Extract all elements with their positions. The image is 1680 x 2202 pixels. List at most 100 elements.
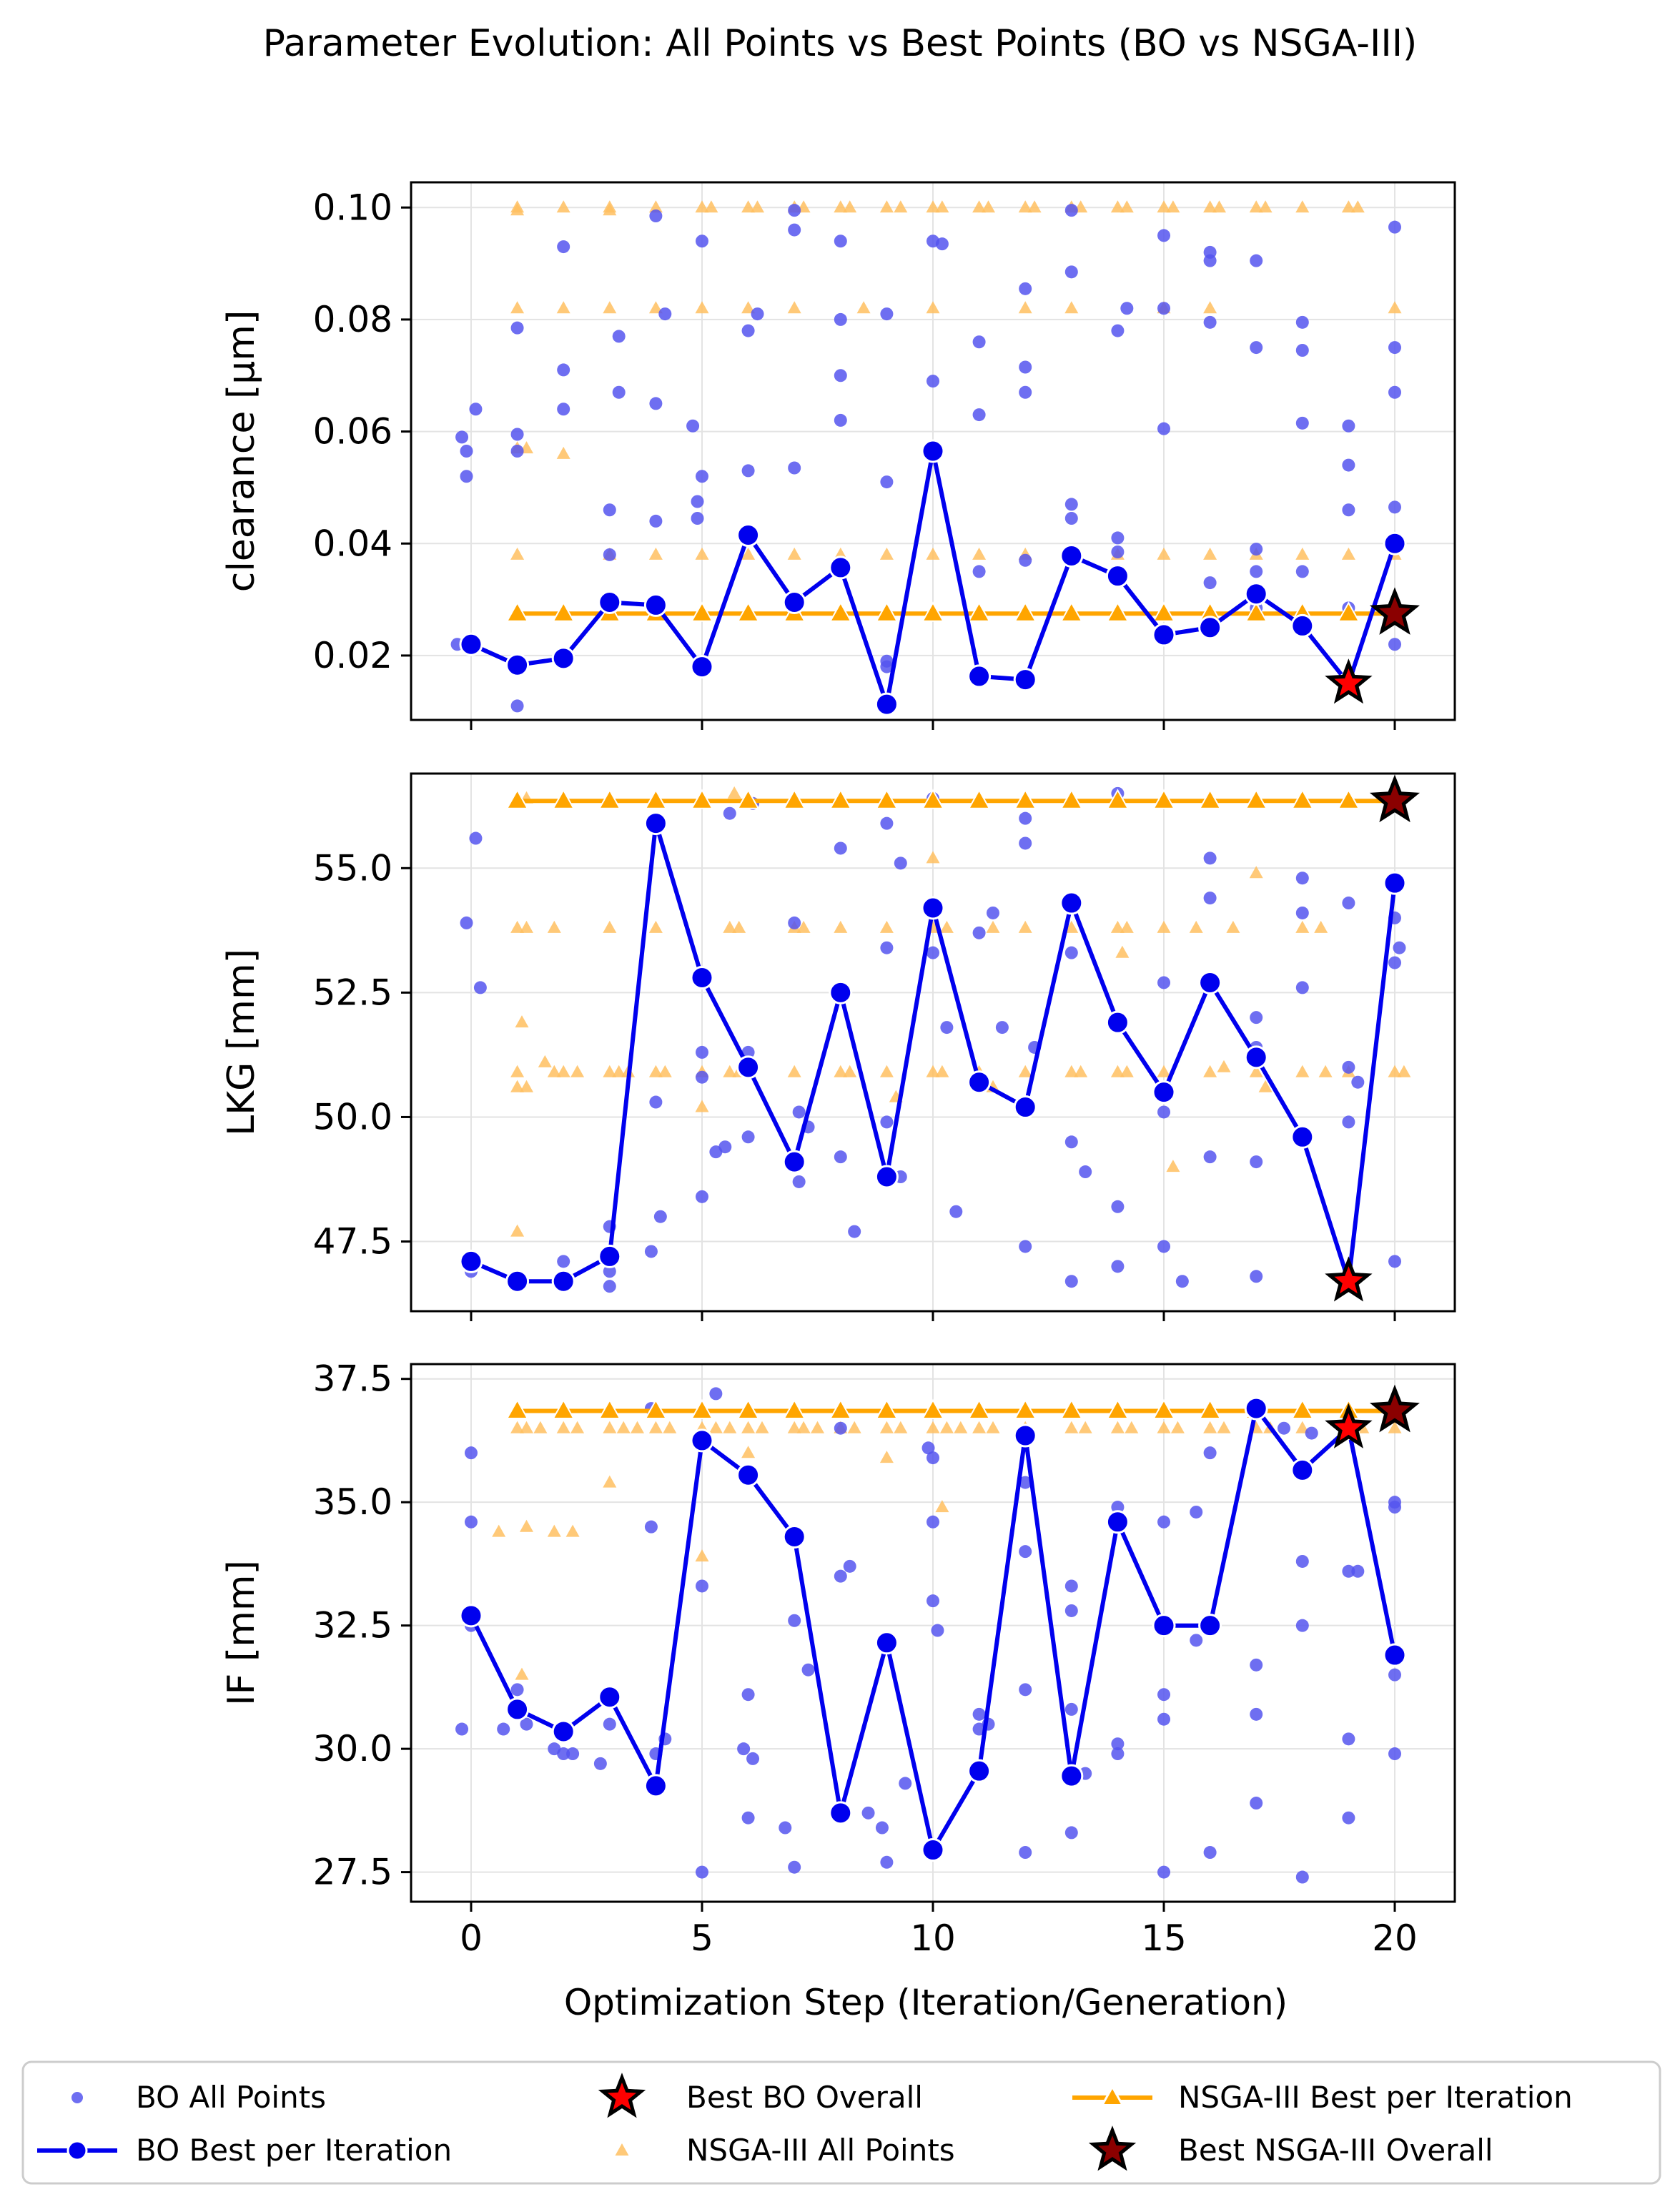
bo-best-marker — [1013, 668, 1037, 692]
nsga-point — [603, 1475, 617, 1488]
nsga-point — [1110, 1421, 1125, 1433]
bo-point — [792, 1175, 806, 1188]
bo-best-marker — [967, 1759, 992, 1783]
nsga-best-marker — [1290, 1398, 1314, 1419]
legend-item-best-nsga-overall: Best NSGA-III Overall — [1088, 2126, 1493, 2171]
bo-point — [464, 1515, 478, 1529]
bo-point — [557, 1255, 570, 1268]
bo-point — [1064, 1826, 1078, 1840]
bo-point — [792, 1105, 806, 1119]
nsga-point — [603, 301, 617, 314]
bo-best-marker — [598, 1244, 622, 1268]
bo-best-marker — [967, 664, 992, 688]
nsga-point — [510, 301, 525, 314]
bo-best-marker — [551, 1269, 575, 1293]
bo-point — [1203, 892, 1217, 905]
bo-point — [972, 926, 986, 939]
nsga-point — [1203, 1421, 1217, 1433]
bo-best-marker — [1290, 613, 1315, 638]
bo-point — [1342, 419, 1355, 433]
bo-point — [1388, 1255, 1402, 1268]
bo-point — [927, 946, 939, 959]
best-nsga-star — [1370, 1384, 1420, 1433]
nsga-point — [663, 1421, 677, 1433]
bo-best-marker — [598, 591, 622, 614]
bo-point — [1203, 1446, 1217, 1460]
bo-point — [899, 1777, 912, 1790]
legend-label-nsga-all-points: NSGA-III All Points — [686, 2133, 955, 2168]
bo-point — [1019, 553, 1032, 567]
y-axis-label: clearance [µm] — [220, 310, 263, 593]
nsga-point — [879, 547, 894, 560]
nsga-point — [926, 1421, 940, 1433]
bo-best-marker — [1244, 1045, 1268, 1070]
bo-point — [788, 461, 801, 475]
nsga-point — [1018, 920, 1032, 933]
nsga-point — [1388, 1421, 1402, 1433]
nsga-point — [1157, 920, 1171, 933]
bo-point — [880, 1115, 894, 1129]
nsga-point — [1120, 200, 1134, 213]
bo-point — [1250, 1707, 1263, 1721]
bo-best-marker — [782, 591, 806, 614]
nsga-point — [1397, 1065, 1411, 1077]
nsga-point — [556, 1065, 570, 1077]
nsga-best-marker — [690, 1398, 713, 1419]
bo-best-marker — [1013, 1423, 1037, 1448]
nsga-point — [787, 1421, 801, 1433]
bo-point — [779, 1821, 792, 1835]
bo-point — [834, 1150, 847, 1164]
bo-best-marker — [782, 1150, 806, 1174]
nsga-point — [1064, 1421, 1079, 1433]
bo-point — [834, 234, 847, 248]
bo-point — [1111, 1260, 1125, 1273]
nsga-point — [1249, 1065, 1263, 1077]
nsga-point — [926, 547, 940, 560]
nsga-best-marker — [1059, 601, 1083, 622]
bo-point — [1157, 229, 1171, 242]
nsga-point — [547, 920, 561, 933]
bo-point — [1111, 545, 1125, 558]
legend-marker-nsga-best — [1100, 2084, 1125, 2106]
nsga-point — [603, 203, 617, 216]
nsga-point — [570, 1065, 585, 1077]
nsga-point — [982, 200, 995, 213]
legend-frame — [21, 2060, 1661, 2185]
best-bo-star — [1325, 1403, 1373, 1448]
bo-point — [455, 1722, 469, 1736]
legend-label-nsga-best: NSGA-III Best per Iteration — [1178, 2080, 1573, 2115]
nsga-point — [1388, 301, 1402, 314]
nsga-best-marker — [1014, 1398, 1037, 1419]
bo-point — [1064, 1275, 1078, 1288]
bo-point — [1019, 836, 1032, 850]
bo-point — [1388, 1668, 1402, 1682]
bo-point — [695, 1865, 708, 1879]
bo-point — [695, 234, 708, 248]
nsga-point — [1295, 547, 1310, 560]
bo-point — [1019, 1846, 1032, 1860]
nsga-best-marker — [1152, 1398, 1176, 1419]
nsga-point — [856, 301, 871, 314]
nsga-point — [926, 200, 940, 213]
bo-point — [1388, 1747, 1402, 1761]
y-tick-label: 0.06 — [313, 411, 392, 453]
bo-point — [1064, 1604, 1078, 1617]
nsga-point — [1018, 1065, 1032, 1077]
nsga-point — [1217, 1060, 1231, 1072]
bo-best-marker — [1244, 582, 1268, 606]
bo-point — [709, 1387, 723, 1401]
nsga-best-marker — [967, 789, 991, 809]
bo-point — [949, 1205, 963, 1218]
bo-point — [469, 403, 483, 416]
bo-point — [1342, 503, 1355, 517]
nsga-point — [1212, 200, 1226, 213]
bo-point — [557, 1747, 570, 1761]
bo-point — [603, 503, 616, 517]
bo-point — [1295, 416, 1309, 430]
nsga-point — [1110, 200, 1125, 213]
legend-star-best-bo — [598, 2073, 646, 2118]
nsga-point — [1110, 920, 1125, 933]
bo-point — [801, 1663, 815, 1677]
bo-point — [658, 307, 672, 321]
nsga-point — [1166, 200, 1180, 213]
